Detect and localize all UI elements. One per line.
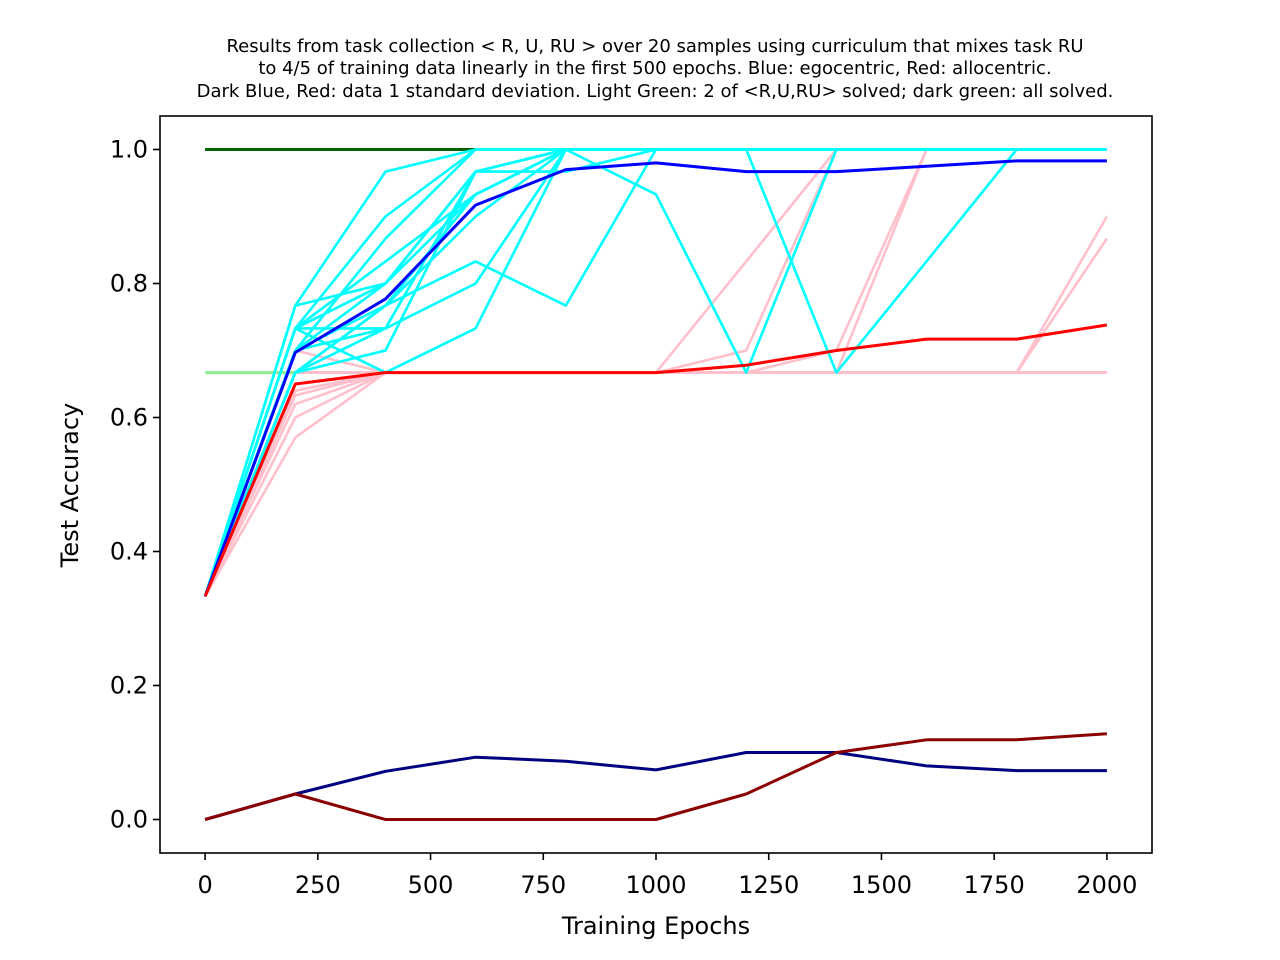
plot-frame [159,115,1153,854]
title-line-2: to 4/5 of training data linearly in the … [258,58,1051,79]
x-tick-label: 0 [197,871,212,899]
egocentric-std-line [204,751,1107,821]
x-tick-label: 1000 [625,871,686,899]
y-tick-label: 0.8 [110,270,148,298]
y-tick-label: 0.2 [110,672,148,700]
x-tick-label: 1750 [964,871,1025,899]
x-tick-label: 250 [295,871,341,899]
y-tick-label: 0.4 [110,538,148,566]
y-tick-label: 0.6 [110,404,148,432]
chart-title: Results from task collection < R, U, RU … [197,36,1114,102]
egocentric-sample-line [203,148,1107,597]
allocentric-sample-line [203,371,1107,598]
x-tick-label: 750 [520,871,566,899]
egocentric-sample-line [203,148,1107,597]
y-axis-ticks: 0.0 0.2 0.4 0.6 0.8 1.0 [110,136,160,834]
x-tick-label: 1500 [851,871,912,899]
plot-lines [203,148,1109,821]
x-tick-label: 2000 [1076,871,1137,899]
y-axis-label: Test Accuracy [56,403,84,568]
x-tick-label: 500 [408,871,454,899]
allocentric-mean-line [203,323,1108,597]
x-axis-ticks: 0 250 500 750 1000 1250 1500 1750 2000 [197,853,1137,899]
allocentric-std-line [204,732,1108,821]
x-axis-label: Training Epochs [561,912,750,940]
y-tick-label: 0.0 [110,806,148,834]
allocentric-sample-line [203,237,1108,597]
egocentric-mean-line [203,159,1107,597]
title-line-1: Results from task collection < R, U, RU … [226,36,1083,57]
y-tick-label: 1.0 [110,136,148,164]
title-line-3: Dark Blue, Red: data 1 standard deviatio… [197,81,1114,102]
x-tick-label: 1250 [738,871,799,899]
